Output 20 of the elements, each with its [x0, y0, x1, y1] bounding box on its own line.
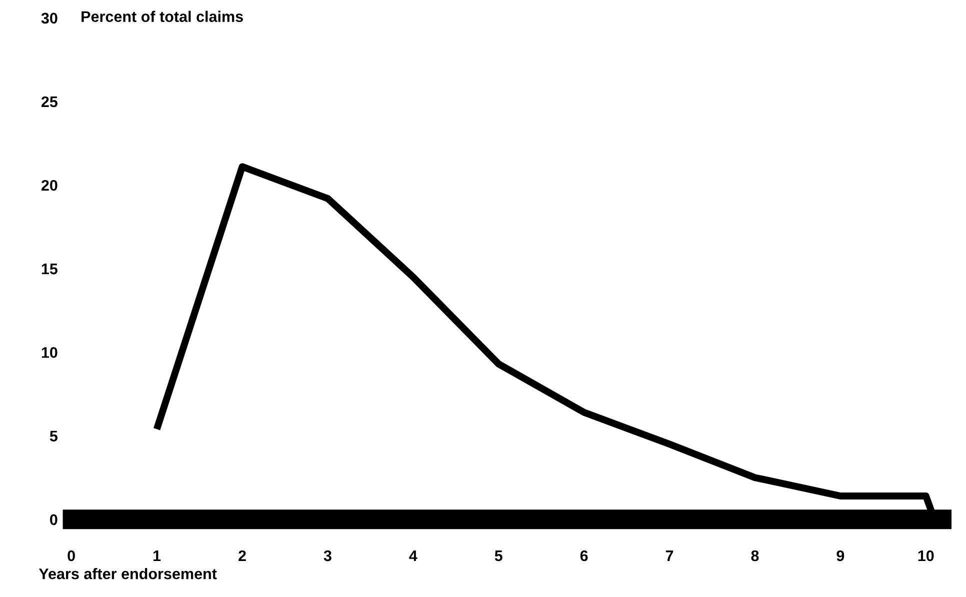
x-tick-label: 3 [324, 550, 332, 562]
y-axis-title: Percent of total claims [82, 10, 243, 22]
x-axis-title: Years after endorsement [38, 568, 217, 580]
x-tick-label: 9 [836, 550, 844, 562]
x-tick-label: 2 [238, 550, 246, 562]
x-tick-label: 8 [751, 550, 759, 562]
x-tick-label: 10 [918, 550, 934, 562]
x-tick-label: 7 [666, 550, 674, 562]
y-tick-label: 25 [41, 96, 58, 108]
y-tick-label: 0 [50, 514, 58, 526]
x-tick-label: 0 [68, 550, 75, 562]
y-tick-label: 10 [42, 347, 58, 358]
y-tick-label: 20 [41, 180, 58, 191]
y-tick-label: 5 [50, 430, 58, 442]
x-tick-label: 5 [494, 550, 502, 562]
x-tick-label: 1 [154, 550, 161, 562]
x-tick-label: 6 [580, 550, 588, 562]
x-tick-label: 4 [409, 550, 418, 562]
y-tick-label: 30 [41, 12, 58, 24]
y-tick-label: 15 [42, 264, 58, 274]
